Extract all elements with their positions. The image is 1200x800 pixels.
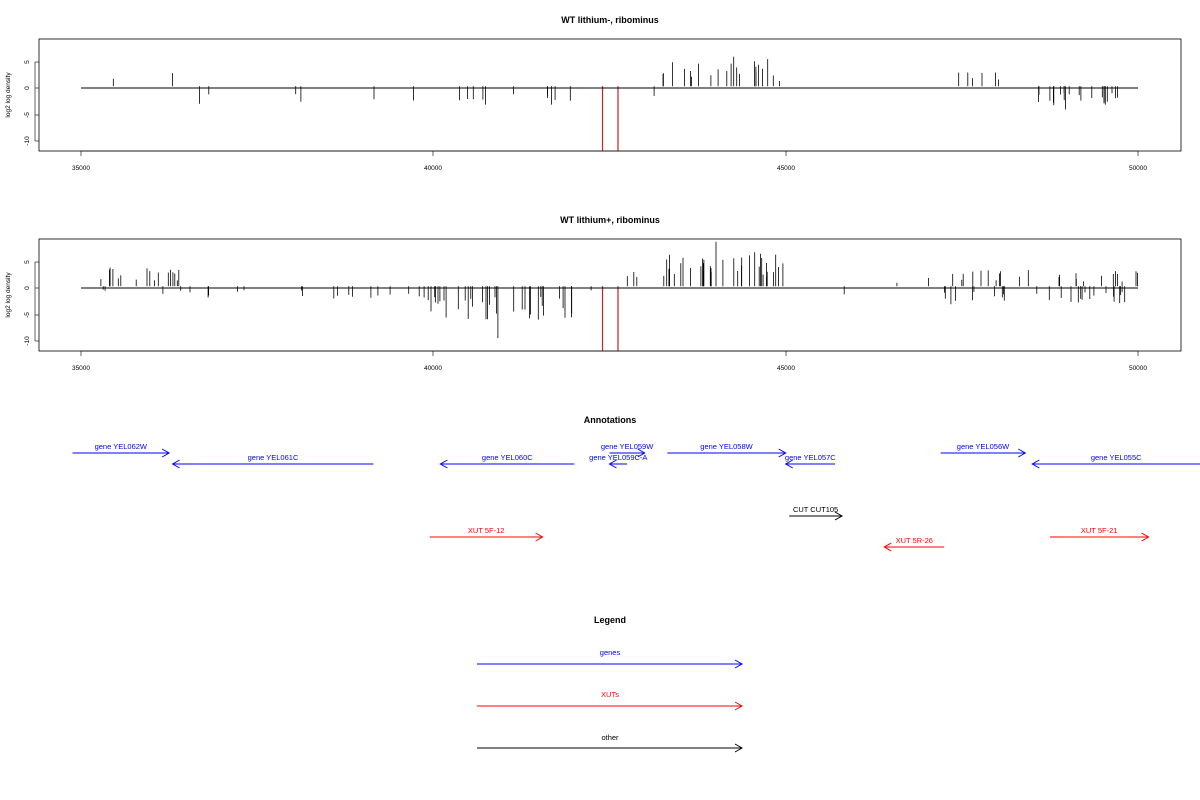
y-tick-label: -5 xyxy=(24,312,31,318)
feature-gene-yel056w: gene YEL056W xyxy=(940,442,1027,458)
highlight-bars xyxy=(601,86,619,151)
feature-arrowhead xyxy=(778,448,787,458)
feature-gene-yel060c: gene YEL060C xyxy=(439,453,575,469)
feature-arrowhead xyxy=(1031,459,1040,469)
x-tick-label: 35000 xyxy=(72,365,90,372)
legend-arrowhead-xuts xyxy=(734,701,744,711)
feature-arrowhead xyxy=(535,532,544,542)
feature-label: CUT CUT105 xyxy=(793,505,838,514)
feature-arrowhead xyxy=(608,459,617,469)
y-axis: 5 0 -5 -10 log2 log density xyxy=(5,60,39,146)
feature-arrowhead xyxy=(834,511,844,521)
y-axis-label: log2 log density xyxy=(5,272,12,318)
legend: Legend genes XUTs other xyxy=(477,615,744,753)
y-axis-label: log2 log density xyxy=(5,72,12,118)
y-tick-label: 5 xyxy=(24,60,31,64)
feature-label: gene YEL059W xyxy=(601,442,654,451)
y-tick-label: -5 xyxy=(24,112,31,118)
feature-gene-yel059c-a: gene YEL059C-A xyxy=(589,453,647,469)
feature-cut-cut105: CUT CUT105 xyxy=(789,505,844,521)
x-tick-label: 45000 xyxy=(777,165,795,172)
y-tick-label: -10 xyxy=(24,136,31,146)
y-tick-label: -10 xyxy=(24,336,31,346)
highlight-bars xyxy=(601,286,619,351)
feature-xut-5r-26: XUT 5R-26 xyxy=(883,536,945,552)
y-axis: 5 0 -5 -10 log2 log density xyxy=(5,260,39,346)
annotations-title: Annotations xyxy=(584,415,637,425)
x-tick-label: 50000 xyxy=(1129,365,1147,372)
y-tick-label: 5 xyxy=(24,260,31,264)
x-tick-label: 40000 xyxy=(424,365,442,372)
density-bars xyxy=(100,241,1138,339)
feature-label: gene YEL060C xyxy=(482,453,533,462)
feature-gene-yel059w: gene YEL059W xyxy=(601,442,654,458)
feature-label: gene YEL055C xyxy=(1091,453,1142,462)
feature-arrowhead xyxy=(171,459,180,469)
feature-arrowhead xyxy=(161,448,171,458)
feature-arrowhead xyxy=(439,459,448,469)
x-tick-label: 40000 xyxy=(424,165,442,172)
feature-label: gene YEL061C xyxy=(248,453,299,462)
plot-frame xyxy=(38,38,1182,152)
x-axis: 35000 40000 45000 50000 xyxy=(72,350,1147,372)
feature-gene-yel055c: gene YEL055C xyxy=(1031,453,1200,469)
feature-xut-5f-21: XUT 5F-21 xyxy=(1049,526,1150,542)
feature-arrowhead xyxy=(1018,448,1027,458)
x-tick-label: 45000 xyxy=(777,365,795,372)
feature-label: gene YEL057C xyxy=(785,453,836,462)
y-tick-label: 0 xyxy=(24,86,31,90)
feature-label: XUT 5F-12 xyxy=(468,526,505,535)
feature-gene-yel061c: gene YEL061C xyxy=(171,453,374,469)
panel-title: WT lithium+, ribominus xyxy=(560,215,660,225)
feature-arrows: gene YEL062W gene YEL061C gene YEL060C gene… xyxy=(72,442,1200,552)
feature-arrowhead xyxy=(784,459,793,469)
y-tick-label: 0 xyxy=(24,286,31,290)
feature-label: gene YEL062W xyxy=(95,442,148,451)
legend-label-xuts: XUTs xyxy=(601,690,619,699)
legend-label-genes: genes xyxy=(600,648,621,657)
x-tick-label: 35000 xyxy=(72,165,90,172)
feature-label: gene YEL059C-A xyxy=(589,453,647,462)
panel-title: WT lithium-, ribominus xyxy=(561,15,659,25)
feature-label: XUT 5F-21 xyxy=(1081,526,1118,535)
legend-arrowhead-genes xyxy=(734,659,744,669)
density-bars xyxy=(112,56,1118,110)
feature-gene-yel062w: gene YEL062W xyxy=(72,442,171,458)
density-panel-lithium-plus: WT lithium+, ribominus 5 0 -5 -10 log2 l… xyxy=(5,215,1182,372)
feature-gene-yel057c: gene YEL057C xyxy=(784,453,836,469)
feature-label: gene YEL056W xyxy=(957,442,1010,451)
plot-frame xyxy=(38,238,1182,352)
feature-arrowhead xyxy=(1141,532,1150,542)
feature-xut-5f-12: XUT 5F-12 xyxy=(429,526,544,542)
legend-title: Legend xyxy=(594,615,626,625)
x-tick-label: 50000 xyxy=(1129,165,1147,172)
feature-arrowhead xyxy=(883,542,892,552)
density-panel-lithium-minus: WT lithium-, ribominus 5 0 -5 -10 log2 l… xyxy=(5,15,1182,172)
feature-label: gene YEL058W xyxy=(700,442,753,451)
feature-gene-yel058w: gene YEL058W xyxy=(667,442,787,458)
legend-arrowhead-other xyxy=(734,743,744,753)
x-axis: 35000 40000 45000 50000 xyxy=(72,150,1147,172)
legend-label-other: other xyxy=(601,733,619,742)
feature-label: XUT 5R-26 xyxy=(896,536,933,545)
feature-arrowhead xyxy=(637,448,646,458)
